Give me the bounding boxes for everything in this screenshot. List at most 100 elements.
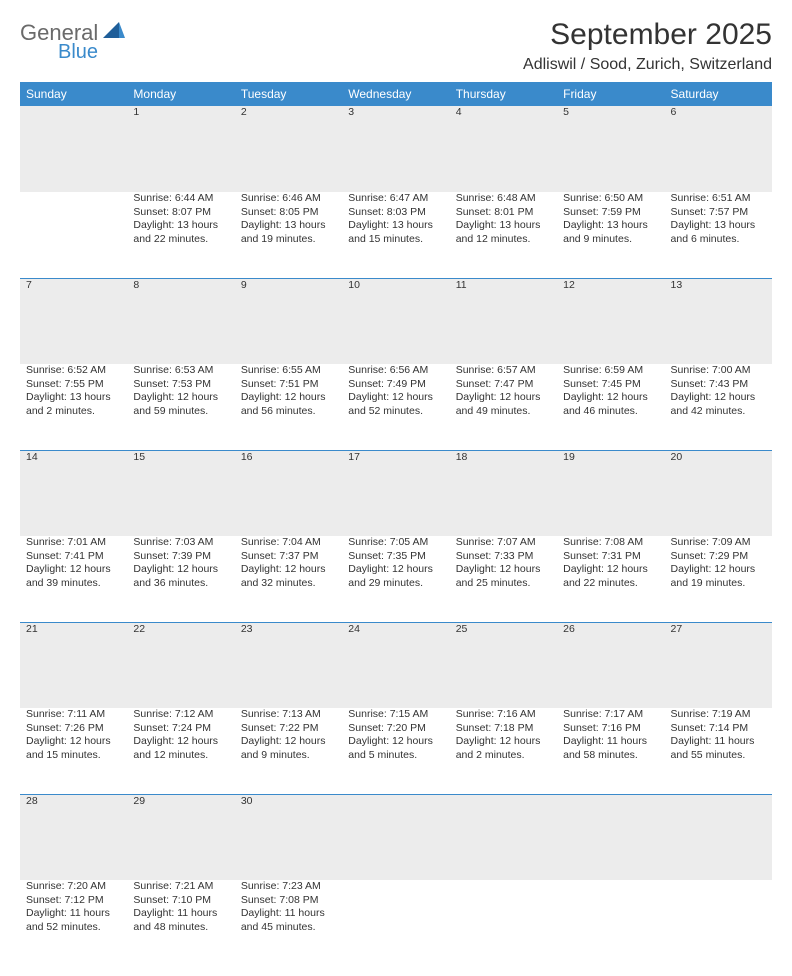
day-info-line: Daylight: 13 hours xyxy=(348,219,443,233)
day-info-line: and 2 minutes. xyxy=(456,749,551,763)
day-info-line: Sunset: 7:18 PM xyxy=(456,722,551,736)
day-cell-lines: Sunrise: 7:13 AMSunset: 7:22 PMDaylight:… xyxy=(241,708,336,763)
day-info-line: Sunset: 7:45 PM xyxy=(563,378,658,392)
day-cell-lines: Sunrise: 6:53 AMSunset: 7:53 PMDaylight:… xyxy=(133,364,228,419)
day-info-line: Sunrise: 7:21 AM xyxy=(133,880,228,894)
day-info-line: and 15 minutes. xyxy=(26,749,121,763)
day-info-line: Sunrise: 7:07 AM xyxy=(456,536,551,550)
day-cell: Sunrise: 7:12 AMSunset: 7:24 PMDaylight:… xyxy=(127,708,234,794)
day-cell: Sunrise: 6:48 AMSunset: 8:01 PMDaylight:… xyxy=(450,192,557,278)
day-info-line: and 19 minutes. xyxy=(241,233,336,247)
day-info-line: Daylight: 12 hours xyxy=(671,391,766,405)
day-info-line: Sunrise: 7:08 AM xyxy=(563,536,658,550)
day-cell xyxy=(557,880,664,966)
day-cell-lines: Sunrise: 6:55 AMSunset: 7:51 PMDaylight:… xyxy=(241,364,336,419)
day-number: 14 xyxy=(20,450,127,536)
day-cell: Sunrise: 7:05 AMSunset: 7:35 PMDaylight:… xyxy=(342,536,449,622)
day-info-line: Sunset: 7:35 PM xyxy=(348,550,443,564)
day-number xyxy=(665,794,772,880)
day-info-line: Daylight: 12 hours xyxy=(671,563,766,577)
day-cell: Sunrise: 7:15 AMSunset: 7:20 PMDaylight:… xyxy=(342,708,449,794)
day-info-line: Sunset: 7:41 PM xyxy=(26,550,121,564)
day-number xyxy=(342,794,449,880)
day-cell-lines: Sunrise: 7:03 AMSunset: 7:39 PMDaylight:… xyxy=(133,536,228,591)
day-cell-lines: Sunrise: 7:11 AMSunset: 7:26 PMDaylight:… xyxy=(26,708,121,763)
day-info-line: Daylight: 12 hours xyxy=(26,563,121,577)
day-cell-lines: Sunrise: 7:21 AMSunset: 7:10 PMDaylight:… xyxy=(133,880,228,935)
day-number xyxy=(20,106,127,192)
topbar: General Blue September 2025 Adliswil / S… xyxy=(20,18,772,74)
day-info-line: Sunrise: 7:11 AM xyxy=(26,708,121,722)
day-cell: Sunrise: 6:46 AMSunset: 8:05 PMDaylight:… xyxy=(235,192,342,278)
day-info-line: and 58 minutes. xyxy=(563,749,658,763)
weekday-header-row: Sunday Monday Tuesday Wednesday Thursday… xyxy=(20,82,772,106)
day-info-line: Daylight: 11 hours xyxy=(133,907,228,921)
day-info-line: and 48 minutes. xyxy=(133,921,228,935)
day-info-line: Daylight: 13 hours xyxy=(671,219,766,233)
day-number: 22 xyxy=(127,622,234,708)
day-number: 6 xyxy=(665,106,772,192)
day-number: 25 xyxy=(450,622,557,708)
day-cell-lines: Sunrise: 7:12 AMSunset: 7:24 PMDaylight:… xyxy=(133,708,228,763)
day-cell: Sunrise: 6:47 AMSunset: 8:03 PMDaylight:… xyxy=(342,192,449,278)
day-cell: Sunrise: 7:09 AMSunset: 7:29 PMDaylight:… xyxy=(665,536,772,622)
day-cell-lines: Sunrise: 7:19 AMSunset: 7:14 PMDaylight:… xyxy=(671,708,766,763)
day-cell xyxy=(665,880,772,966)
day-number: 21 xyxy=(20,622,127,708)
day-cell-lines: Sunrise: 6:50 AMSunset: 7:59 PMDaylight:… xyxy=(563,192,658,247)
day-number: 8 xyxy=(127,278,234,364)
day-info-line: Sunrise: 6:55 AM xyxy=(241,364,336,378)
day-info-line: Sunset: 7:26 PM xyxy=(26,722,121,736)
day-cell-lines: Sunrise: 6:56 AMSunset: 7:49 PMDaylight:… xyxy=(348,364,443,419)
day-cell: Sunrise: 7:08 AMSunset: 7:31 PMDaylight:… xyxy=(557,536,664,622)
day-number: 16 xyxy=(235,450,342,536)
day-info-line: Sunset: 7:12 PM xyxy=(26,894,121,908)
day-info-line: and 59 minutes. xyxy=(133,405,228,419)
day-info-line: and 29 minutes. xyxy=(348,577,443,591)
day-cell: Sunrise: 6:50 AMSunset: 7:59 PMDaylight:… xyxy=(557,192,664,278)
day-info-line: Sunset: 7:33 PM xyxy=(456,550,551,564)
calendar-table: Sunday Monday Tuesday Wednesday Thursday… xyxy=(20,82,772,966)
weekday-header: Sunday xyxy=(20,82,127,106)
day-info-line: Daylight: 13 hours xyxy=(456,219,551,233)
day-cell: Sunrise: 6:56 AMSunset: 7:49 PMDaylight:… xyxy=(342,364,449,450)
weekday-header: Wednesday xyxy=(342,82,449,106)
day-info-line: and 45 minutes. xyxy=(241,921,336,935)
day-cell-lines: Sunrise: 6:57 AMSunset: 7:47 PMDaylight:… xyxy=(456,364,551,419)
day-number: 27 xyxy=(665,622,772,708)
day-number: 7 xyxy=(20,278,127,364)
day-info-line: Sunrise: 6:52 AM xyxy=(26,364,121,378)
day-info-line: Sunrise: 7:13 AM xyxy=(241,708,336,722)
day-info-line: Daylight: 12 hours xyxy=(241,735,336,749)
day-info-line: and 55 minutes. xyxy=(671,749,766,763)
day-cell-lines: Sunrise: 7:17 AMSunset: 7:16 PMDaylight:… xyxy=(563,708,658,763)
day-info-line: and 36 minutes. xyxy=(133,577,228,591)
week-row: Sunrise: 6:44 AMSunset: 8:07 PMDaylight:… xyxy=(20,192,772,278)
week-row: Sunrise: 6:52 AMSunset: 7:55 PMDaylight:… xyxy=(20,364,772,450)
day-cell-lines: Sunrise: 7:08 AMSunset: 7:31 PMDaylight:… xyxy=(563,536,658,591)
day-info-line: Daylight: 12 hours xyxy=(456,735,551,749)
day-info-line: Sunset: 7:29 PM xyxy=(671,550,766,564)
day-number: 15 xyxy=(127,450,234,536)
day-info-line: and 25 minutes. xyxy=(456,577,551,591)
day-info-line: Sunrise: 6:48 AM xyxy=(456,192,551,206)
day-info-line: Sunrise: 7:19 AM xyxy=(671,708,766,722)
day-info-line: Sunrise: 6:47 AM xyxy=(348,192,443,206)
day-info-line: Sunset: 7:22 PM xyxy=(241,722,336,736)
day-number: 10 xyxy=(342,278,449,364)
day-cell-lines: Sunrise: 6:51 AMSunset: 7:57 PMDaylight:… xyxy=(671,192,766,247)
day-cell xyxy=(450,880,557,966)
day-info-line: and 22 minutes. xyxy=(563,577,658,591)
month-title: September 2025 xyxy=(523,18,772,52)
day-info-line: Sunrise: 6:50 AM xyxy=(563,192,658,206)
day-info-line: Sunrise: 7:04 AM xyxy=(241,536,336,550)
day-number: 30 xyxy=(235,794,342,880)
day-info-line: and 12 minutes. xyxy=(456,233,551,247)
day-info-line: Sunset: 7:24 PM xyxy=(133,722,228,736)
day-cell-lines: Sunrise: 6:44 AMSunset: 8:07 PMDaylight:… xyxy=(133,192,228,247)
day-info-line: Sunset: 7:59 PM xyxy=(563,206,658,220)
day-info-line: and 15 minutes. xyxy=(348,233,443,247)
day-info-line: Sunset: 7:51 PM xyxy=(241,378,336,392)
day-info-line: Sunset: 7:47 PM xyxy=(456,378,551,392)
week-row: Sunrise: 7:11 AMSunset: 7:26 PM Daylight:… xyxy=(20,708,772,794)
